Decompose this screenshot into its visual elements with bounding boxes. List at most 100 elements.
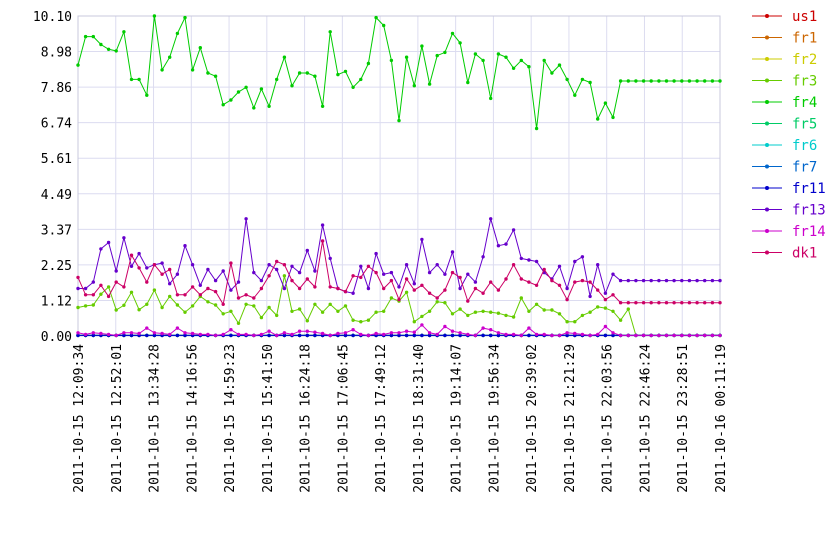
legend-label: fr5	[792, 117, 817, 133]
x-tick-label: 2011-10-16 00:11:19	[714, 344, 729, 493]
series-layer	[76, 14, 722, 338]
y-tick-label: 2.25	[41, 259, 72, 274]
data-point-fr3	[129, 290, 134, 294]
data-point-fr4	[129, 77, 134, 82]
data-point-fr4	[175, 31, 180, 36]
data-point-fr13	[137, 251, 141, 256]
data-point-dk1	[695, 301, 699, 305]
x-tick-label: 2011-10-15 21:21:29	[563, 344, 578, 493]
data-point-dk1	[137, 266, 141, 270]
legend-item-fr3: fr3	[752, 74, 817, 90]
data-point-dk1	[504, 277, 508, 281]
data-point-fr14	[221, 332, 225, 337]
data-point-fr14	[252, 333, 256, 338]
data-point-fr4	[641, 79, 646, 83]
data-point-dk1	[550, 278, 554, 283]
x-tick-label: 2011-10-15 12:52:01	[110, 344, 125, 493]
data-point-fr3	[229, 309, 233, 313]
data-point-fr14	[664, 333, 669, 338]
data-point-fr4	[626, 79, 630, 83]
data-point-fr14	[481, 326, 485, 330]
data-point-fr3	[351, 318, 355, 322]
series-dk1	[76, 239, 722, 306]
data-point-fr3	[450, 312, 455, 316]
data-point-dk1	[267, 274, 271, 278]
data-point-fr4	[343, 69, 348, 74]
legend-item-fr14: fr14	[752, 224, 826, 240]
data-point-fr3	[557, 312, 562, 316]
data-point-fr13	[328, 256, 332, 261]
data-point-fr14	[641, 333, 646, 338]
data-point-fr13	[404, 263, 409, 267]
data-point-fr14	[695, 333, 699, 338]
data-point-dk1	[389, 278, 394, 283]
data-point-fr3	[359, 320, 363, 324]
data-point-fr3	[412, 320, 416, 324]
data-point-fr14	[565, 331, 569, 335]
x-tick-label: 2011-10-15 15:41:50	[261, 344, 276, 493]
legend-item-fr4: fr4	[752, 95, 817, 111]
data-point-dk1	[718, 301, 722, 305]
data-point-fr4	[596, 117, 600, 121]
data-point-fr13	[206, 267, 210, 272]
data-point-fr14	[649, 333, 653, 338]
series-fr14	[76, 323, 722, 338]
data-point-fr13	[672, 278, 676, 283]
data-point-fr11	[489, 333, 493, 338]
data-point-fr3	[366, 318, 371, 322]
data-point-fr4	[649, 79, 653, 83]
data-point-dk1	[634, 301, 638, 305]
data-point-dk1	[252, 296, 256, 300]
legend-item-fr2: fr2	[752, 52, 817, 68]
data-point-dk1	[275, 259, 279, 264]
data-point-fr3	[275, 313, 279, 318]
data-point-fr3	[565, 320, 569, 324]
data-point-dk1	[198, 293, 202, 297]
data-point-fr14	[259, 332, 264, 337]
data-point-fr3	[489, 310, 493, 314]
y-tick-label: 1.12	[41, 294, 72, 309]
data-point-dk1	[588, 280, 592, 284]
data-point-fr14	[275, 333, 279, 338]
data-point-dk1	[496, 288, 501, 292]
legend-swatch-marker	[765, 186, 769, 190]
data-point-dk1	[672, 301, 676, 305]
data-point-dk1	[313, 285, 317, 289]
data-point-fr14	[443, 324, 447, 329]
legend-swatch-marker	[765, 100, 769, 104]
data-point-fr11	[443, 333, 447, 338]
data-point-dk1	[404, 277, 409, 281]
data-point-fr13	[91, 280, 96, 284]
data-point-dk1	[259, 286, 264, 291]
data-point-fr4	[297, 71, 302, 75]
data-point-dk1	[374, 270, 378, 275]
data-point-fr3	[382, 309, 386, 313]
series-line-dk1	[77, 240, 720, 306]
data-point-dk1	[328, 285, 332, 289]
data-point-dk1	[397, 297, 401, 302]
data-point-fr14	[183, 331, 187, 335]
data-point-dk1	[290, 278, 294, 283]
data-point-fr4	[496, 52, 501, 56]
data-point-fr4	[672, 79, 676, 83]
data-point-fr14	[603, 324, 608, 329]
legend-swatch-marker	[765, 164, 769, 169]
data-point-fr13	[458, 286, 462, 291]
data-point-fr13	[244, 217, 248, 221]
data-point-fr11	[404, 333, 409, 338]
legend-label: fr4	[792, 95, 817, 111]
data-point-fr13	[565, 286, 569, 291]
series-fr3	[76, 274, 722, 338]
legend-label: fr6	[792, 138, 817, 154]
legend-label: fr11	[792, 181, 826, 197]
data-point-dk1	[305, 277, 309, 281]
data-point-dk1	[351, 274, 355, 278]
data-point-fr13	[649, 278, 653, 283]
data-point-fr4	[489, 96, 493, 101]
data-point-fr13	[710, 278, 715, 283]
data-point-fr4	[550, 71, 554, 75]
data-point-fr4	[458, 41, 462, 45]
data-point-fr11	[229, 333, 233, 338]
data-point-fr4	[427, 82, 432, 86]
data-point-dk1	[236, 296, 241, 300]
